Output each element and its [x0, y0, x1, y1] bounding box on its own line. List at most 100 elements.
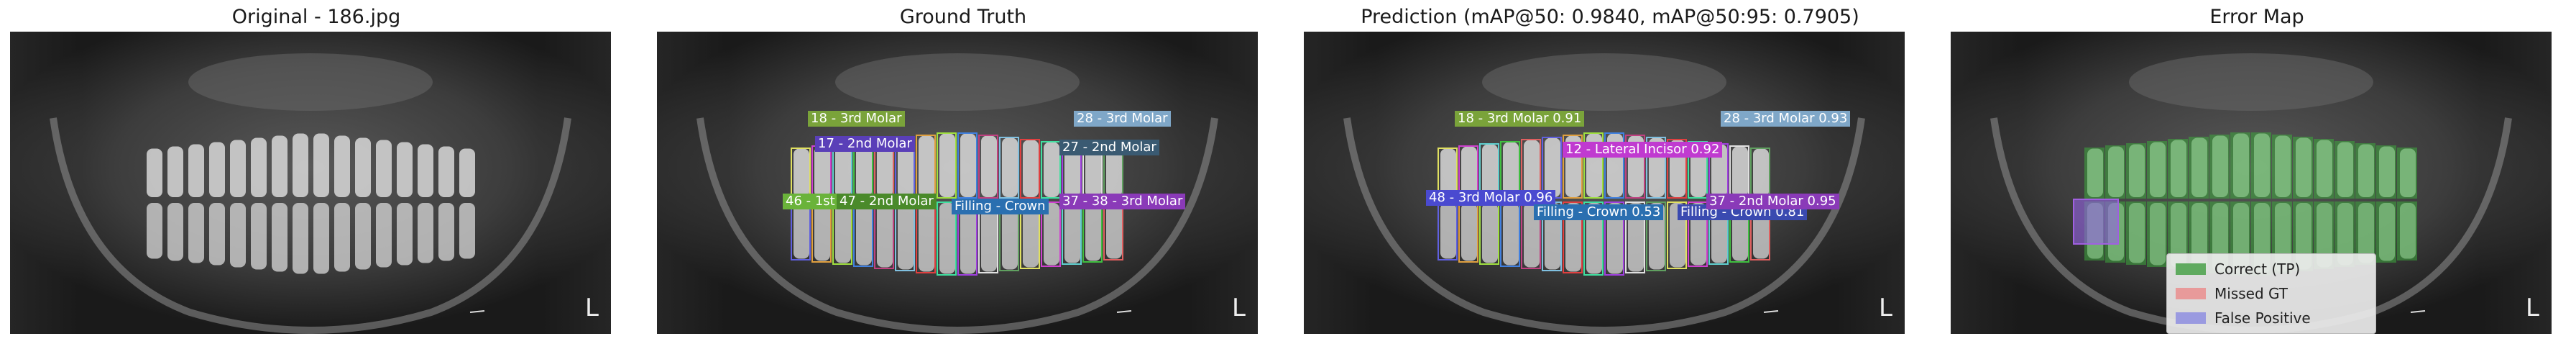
tooth-box — [1438, 201, 1458, 260]
correct-region — [2314, 138, 2334, 199]
correct-region — [2397, 201, 2417, 260]
tooth-box — [1103, 201, 1123, 260]
tooth-box — [1604, 132, 1624, 199]
tooth-box — [957, 132, 978, 199]
tooth-box — [791, 201, 811, 260]
tooth-box — [811, 145, 832, 199]
panel-title: Prediction (mAP@50: 0.9840, mAP@50:95: 0… — [1361, 6, 1859, 28]
correct-region — [2126, 142, 2146, 199]
tooth-box — [811, 201, 832, 263]
tooth-box — [1688, 201, 1708, 267]
detection-label: Filling - Crown 0.53 — [1534, 204, 1664, 220]
correct-region — [2147, 140, 2167, 199]
correct-region — [2334, 140, 2355, 199]
correct-region — [2105, 145, 2125, 199]
tooth-box — [1667, 138, 1687, 199]
tooth-box — [916, 134, 936, 199]
tooth-box — [1667, 201, 1687, 269]
correct-region — [2084, 147, 2104, 199]
detection-label: 47 - 2nd Molar — [837, 194, 937, 209]
correct-region — [2147, 201, 2167, 267]
xray-image: L 18 - 3rd Molar 0.91 28 - 3rd Molar 0.93 1… — [1304, 32, 1905, 334]
side-marker: L — [1232, 294, 1246, 322]
correct-region — [2293, 136, 2313, 199]
tooth-box — [937, 201, 957, 276]
detection-label: 37 - 2nd Molar 0.95 — [1706, 194, 1839, 209]
correct-region — [2126, 201, 2146, 265]
tooth-box — [978, 134, 998, 199]
detection-label: 37 - 38 - 3rd Molar — [1059, 194, 1186, 209]
tooth-box — [1020, 138, 1040, 199]
panel-title: Error Map — [2209, 6, 2304, 28]
false-positive-region — [2073, 199, 2119, 245]
side-marker: L — [585, 294, 599, 322]
tooth-box — [1082, 201, 1103, 263]
tooth-box — [1750, 147, 1770, 199]
xray-image: L 18 - 3rd Molar 28 - 3rd Molar 17 - 2nd Mo… — [657, 32, 1258, 334]
panel-title: Original - 186.jpg — [231, 6, 401, 28]
detection-label: 17 - 2nd Molar — [815, 136, 915, 152]
correct-region — [2251, 132, 2271, 199]
correct-region — [2168, 138, 2188, 199]
tooth-box — [1062, 201, 1082, 265]
detection-label: 48 - 3rd Molar 0.96 — [1426, 190, 1556, 206]
legend-swatch-false-positive — [2176, 312, 2206, 324]
legend-swatch-correct — [2176, 263, 2206, 275]
legend-item: False Positive — [2176, 307, 2311, 329]
legend: Correct (TP) Missed GT False Positive — [2166, 253, 2376, 334]
side-marker: L — [1879, 294, 1892, 322]
correct-region — [2355, 142, 2375, 199]
tooth-box — [1604, 201, 1624, 276]
tooth-box — [791, 147, 811, 199]
tooth-box — [895, 201, 915, 271]
legend-item: Correct (TP) — [2176, 258, 2300, 280]
detection-label: 28 - 3rd Molar 0.93 — [1721, 111, 1851, 127]
xray-image: L — [10, 32, 611, 334]
side-marker: L — [2526, 294, 2539, 322]
tooth-box — [1729, 145, 1749, 199]
tooth-box — [1583, 201, 1604, 276]
tooth-box — [1479, 201, 1499, 265]
detection-label: 18 - 3rd Molar — [808, 111, 905, 127]
panel-title: Ground Truth — [899, 6, 1027, 28]
xray-graphic: L — [10, 32, 611, 334]
detection-label: 27 - 2nd Molar — [1059, 140, 1159, 155]
tooth-box — [1041, 201, 1061, 267]
xray-image: L Correct (TP) Missed GT False Positive — [1951, 32, 2552, 334]
panel-original: Original - 186.jpg L — [0, 0, 632, 349]
legend-label: Correct (TP) — [2214, 260, 2301, 278]
tooth-box — [1041, 140, 1061, 199]
tooth-box — [853, 201, 873, 267]
tooth-box — [1583, 132, 1604, 199]
legend-label: False Positive — [2214, 309, 2311, 327]
tooth-box — [1458, 201, 1478, 263]
tooth-box — [832, 201, 852, 265]
correct-region — [2209, 134, 2230, 199]
panel-ground-truth: Ground Truth L 18 - 3rd Molar 28 - 3rd Mol… — [647, 0, 1279, 349]
tooth-box — [1500, 201, 1520, 267]
panel-prediction: Prediction (mAP@50: 0.9840, mAP@50:95: 0… — [1294, 0, 1926, 349]
detection-label: 18 - 3rd Molar 0.91 — [1455, 111, 1585, 127]
legend-item: Missed GT — [2176, 283, 2288, 304]
detection-label: 28 - 3rd Molar — [1074, 111, 1171, 127]
tooth-box — [1646, 136, 1666, 199]
correct-region — [2397, 147, 2417, 199]
tooth-box — [999, 136, 1019, 199]
legend-label: Missed GT — [2214, 285, 2288, 302]
detection-label: 12 - Lateral Incisor 0.92 — [1563, 142, 1723, 158]
correct-region — [2230, 132, 2250, 199]
correct-region — [2272, 134, 2292, 199]
detection-label: Filling - Crown — [952, 199, 1049, 214]
correct-region — [2189, 136, 2209, 199]
tooth-box — [1563, 134, 1583, 199]
tooth-box — [1625, 201, 1645, 273]
tooth-box — [874, 201, 894, 269]
tooth-box — [916, 201, 936, 273]
legend-swatch-missed — [2176, 288, 2206, 299]
tooth-box — [937, 132, 957, 199]
tooth-box — [1563, 201, 1583, 273]
tooth-box — [1688, 140, 1708, 199]
correct-region — [2376, 145, 2396, 199]
panel-error-map: Error Map L Correct (TP) Missed GT False… — [1941, 0, 2573, 349]
tooth-box — [1625, 134, 1645, 199]
